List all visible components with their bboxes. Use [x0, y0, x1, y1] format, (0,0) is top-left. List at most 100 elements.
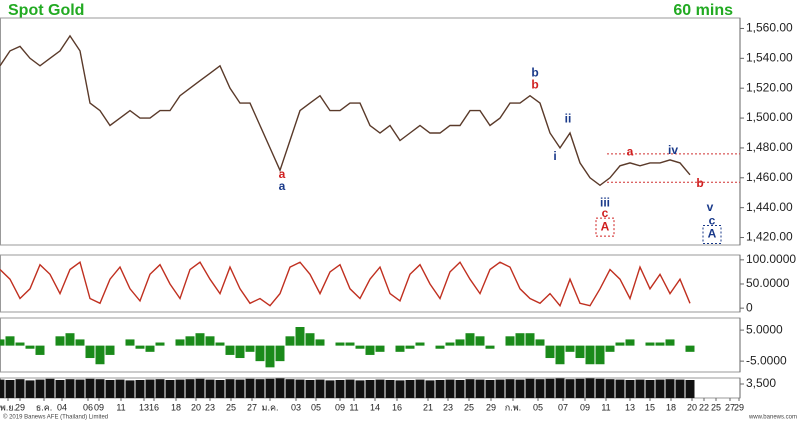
- bar: [315, 379, 325, 398]
- x-tick-label: 20: [191, 402, 201, 412]
- bar: [155, 379, 165, 398]
- panel-frame: [0, 254, 741, 313]
- bar: [135, 380, 145, 398]
- x-tick-label: 18: [171, 402, 181, 412]
- bar: [205, 379, 215, 398]
- footer: © 2019 Banews AFE (Thailand) Limited: [3, 414, 108, 421]
- bar: [85, 378, 95, 398]
- bar: [65, 333, 75, 346]
- bar: [615, 379, 625, 398]
- bar: [215, 342, 225, 346]
- bar: [395, 345, 405, 352]
- series-line: [0, 261, 691, 308]
- footer: www.banews.com: [748, 415, 797, 421]
- bar: [285, 379, 295, 398]
- x-tick-label: 16: [392, 402, 402, 412]
- bar: [375, 345, 385, 352]
- x-tick-label: ธ.ค.: [36, 402, 53, 412]
- y-tick-label: 0: [746, 300, 753, 314]
- bar: [605, 345, 615, 352]
- bar: [335, 342, 345, 346]
- bar: [145, 379, 155, 398]
- bar: [635, 379, 645, 398]
- bar: [235, 379, 245, 398]
- bar: [385, 380, 395, 398]
- wave-label: a: [279, 167, 286, 181]
- annotation-box: [595, 217, 615, 237]
- bar: [345, 379, 355, 398]
- bar: [155, 342, 165, 346]
- bar: [295, 379, 305, 398]
- bar: [555, 345, 565, 365]
- bar: [145, 345, 155, 352]
- bar: [95, 379, 105, 398]
- y-tick-label: 1,460.00: [746, 170, 793, 184]
- x-tick-label: 29: [15, 402, 25, 412]
- bar: [515, 333, 525, 346]
- x-tick-label: 06: [83, 402, 93, 412]
- bar: [305, 380, 315, 398]
- bar: [255, 379, 265, 398]
- bar: [605, 379, 615, 398]
- y-tick-label: 1,420.00: [746, 230, 793, 244]
- x-tick-label: 16: [149, 402, 159, 412]
- x-tick-label: 13: [139, 402, 149, 412]
- bar: [435, 380, 445, 398]
- bar: [585, 378, 595, 398]
- bar: [415, 379, 425, 398]
- bar: [455, 380, 465, 398]
- bar: [245, 345, 255, 352]
- bar: [475, 336, 485, 346]
- x-tick-label: 21: [423, 402, 433, 412]
- bar: [0, 379, 5, 398]
- bar: [105, 345, 115, 355]
- y-tick-label: 1,480.00: [746, 140, 793, 154]
- bar: [645, 380, 655, 398]
- bar: [625, 380, 635, 398]
- bar: [395, 380, 405, 398]
- bar: [565, 345, 575, 352]
- bar: [325, 380, 335, 398]
- bar: [425, 380, 435, 398]
- bar: [375, 379, 385, 398]
- y-tick-label: 100.0000: [746, 252, 796, 266]
- bar: [305, 333, 315, 346]
- x-tick-label: 09: [335, 402, 345, 412]
- bar: [175, 339, 185, 346]
- bar: [245, 378, 255, 398]
- timeframe: 60 mins: [673, 2, 733, 19]
- bar: [495, 379, 505, 398]
- bar: [525, 333, 535, 346]
- bar: [405, 345, 415, 349]
- bar: [365, 345, 375, 355]
- bar: [545, 378, 555, 398]
- bar: [445, 342, 455, 346]
- x-tick-label: 25: [464, 402, 474, 412]
- x-tick-label: 11: [601, 402, 610, 412]
- bar: [125, 339, 135, 346]
- bar: [595, 345, 605, 365]
- x-tick-label: 14: [370, 402, 380, 412]
- bar: [315, 339, 325, 346]
- wave-label: v: [707, 200, 714, 214]
- bar: [75, 339, 85, 346]
- x-tick-label: 23: [443, 402, 453, 412]
- bar: [175, 379, 185, 398]
- annotation-box: [702, 225, 722, 245]
- y-tick-label: 1,560.00: [746, 21, 793, 35]
- bar: [665, 379, 675, 398]
- x-tick-label: 27: [247, 402, 257, 412]
- bar: [135, 345, 145, 349]
- bar: [265, 345, 275, 368]
- wave-label: i: [553, 149, 556, 163]
- wave-label: iv: [668, 143, 678, 157]
- bar: [465, 379, 475, 398]
- bar: [65, 379, 75, 398]
- x-tick-label: ก.พ.: [505, 402, 521, 412]
- x-tick-label: 25: [226, 402, 236, 412]
- bar: [25, 345, 35, 349]
- bar: [275, 378, 285, 398]
- x-tick-label: 22: [699, 402, 709, 412]
- bar: [465, 333, 475, 346]
